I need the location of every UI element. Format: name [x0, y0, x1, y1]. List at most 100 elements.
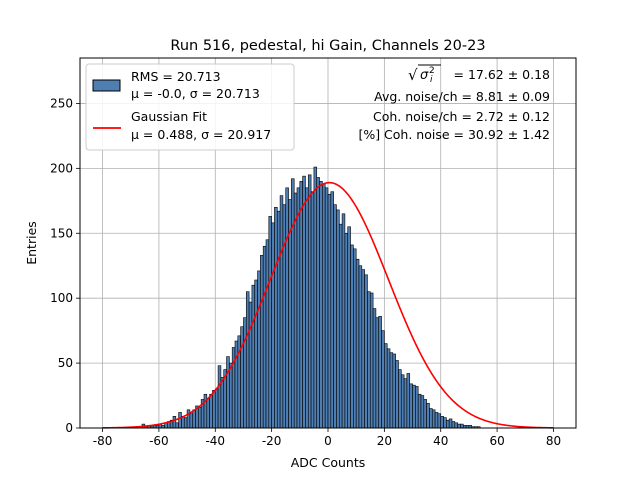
histogram-bar	[276, 210, 281, 429]
histogram-bar	[429, 408, 433, 429]
histogram-bar	[434, 412, 439, 429]
histogram-bar	[248, 301, 253, 429]
histogram-bar	[268, 216, 272, 429]
histogram-bar	[398, 369, 402, 429]
histogram-bar	[344, 232, 349, 429]
sqrt-symbol: √	[408, 66, 418, 84]
histogram-bar	[381, 330, 385, 429]
histogram-bar	[243, 317, 247, 429]
histogram-bar	[209, 393, 213, 429]
histogram-bar	[409, 383, 413, 429]
x-tick-label: 40	[433, 434, 448, 448]
legend-fit-stats: μ = 0.488, σ = 20.917	[131, 127, 271, 142]
histogram-bar	[386, 348, 391, 429]
histogram-bar	[338, 223, 343, 429]
histogram-bar	[206, 397, 210, 429]
y-axis-ticks: 0 50 100 150 200 250	[50, 96, 80, 435]
histogram-bar	[251, 284, 256, 429]
histogram-bar	[403, 378, 408, 429]
histogram-bar	[319, 181, 323, 429]
histogram-bar	[172, 416, 177, 429]
histogram-bar	[316, 177, 320, 429]
histogram-bar	[375, 317, 380, 429]
histogram-bar	[291, 178, 295, 429]
gaussian-fit-curve	[102, 181, 554, 429]
legend-histogram-stats: μ = -0.0, σ = 20.713	[131, 86, 260, 101]
y-tick-label: 250	[50, 96, 73, 110]
histogram-bar	[426, 403, 430, 429]
coh-noise-annotation: Coh. noise/ch = 2.72 ± 0.12	[373, 109, 550, 124]
histogram-bar	[440, 416, 444, 429]
histogram-bar	[324, 187, 329, 429]
histogram-bar	[322, 183, 326, 429]
histogram-bar	[392, 353, 396, 429]
x-tick-label: -20	[262, 434, 282, 448]
histogram-bar	[175, 422, 179, 429]
histogram-bar	[460, 423, 464, 429]
legend-histogram-label: RMS = 20.713	[131, 69, 221, 84]
histogram-bar	[347, 226, 351, 429]
histogram-bar	[282, 204, 287, 429]
histogram-bar	[361, 269, 365, 429]
x-tick-label: 20	[377, 434, 392, 448]
histogram-bar	[285, 187, 289, 429]
histogram-bar	[333, 204, 337, 429]
histogram-bar	[240, 326, 244, 429]
histogram-bar	[257, 270, 261, 429]
histogram-bar	[296, 187, 301, 429]
histogram-bar	[443, 417, 447, 429]
histogram-bar	[389, 352, 394, 429]
histogram-bar	[254, 279, 258, 429]
histogram-bar	[350, 244, 354, 429]
noise-annotations: √ σ 2 i = 17.62 ± 0.18 Avg. noise/ch = 8…	[358, 64, 551, 142]
histogram-bars	[141, 166, 481, 429]
histogram-bar	[358, 265, 363, 429]
histogram-bar	[226, 356, 230, 429]
histogram-bar	[220, 377, 225, 429]
histogram-bar	[189, 413, 194, 429]
x-tick-label: 0	[324, 434, 332, 448]
y-tick-label: 150	[50, 226, 73, 240]
y-tick-label: 200	[50, 161, 73, 175]
x-tick-label: 80	[546, 434, 561, 448]
histogram-bar	[400, 374, 405, 429]
histogram-bar	[378, 316, 382, 429]
sigma-superscript: 2	[429, 66, 435, 76]
histogram-bar	[431, 409, 436, 429]
histogram-bar	[367, 291, 371, 429]
histogram-bar	[369, 292, 374, 429]
histogram-bar	[279, 195, 284, 429]
histogram-bar	[293, 192, 298, 429]
histogram-bar	[451, 421, 456, 429]
histogram-bar	[229, 362, 233, 429]
histogram-bar	[313, 166, 318, 429]
histogram-bar	[245, 291, 250, 429]
legend: RMS = 20.713 μ = -0.0, σ = 20.713 Gaussi…	[85, 63, 295, 151]
legend-box	[85, 63, 295, 151]
histogram-bar	[364, 274, 368, 429]
sigma-total-annotation: √ σ 2 i = 17.62 ± 0.18	[408, 64, 551, 85]
histogram-bar	[336, 209, 340, 429]
histogram-bar	[355, 258, 360, 429]
histogram-bar	[214, 388, 219, 429]
histogram-bar	[330, 191, 334, 429]
histogram-bar	[454, 422, 458, 429]
histogram-bar	[260, 255, 264, 429]
sigma-symbol: σ	[420, 68, 429, 83]
histogram-bar	[457, 423, 461, 429]
histogram-bar	[372, 308, 377, 429]
sigma-total-value: = 17.62 ± 0.18	[454, 67, 551, 82]
histogram-bar	[406, 373, 411, 429]
histogram-bar	[265, 239, 270, 429]
histogram-bar	[198, 406, 202, 429]
histogram-bar	[448, 418, 453, 429]
histogram-bar	[310, 191, 315, 429]
y-tick-label: 100	[50, 291, 73, 305]
x-tick-label: -80	[93, 434, 113, 448]
histogram-bar	[437, 413, 442, 429]
y-tick-label: 50	[58, 356, 73, 370]
histogram-bar	[192, 409, 196, 429]
histogram-bar	[217, 365, 222, 429]
histogram-bar	[384, 343, 388, 429]
